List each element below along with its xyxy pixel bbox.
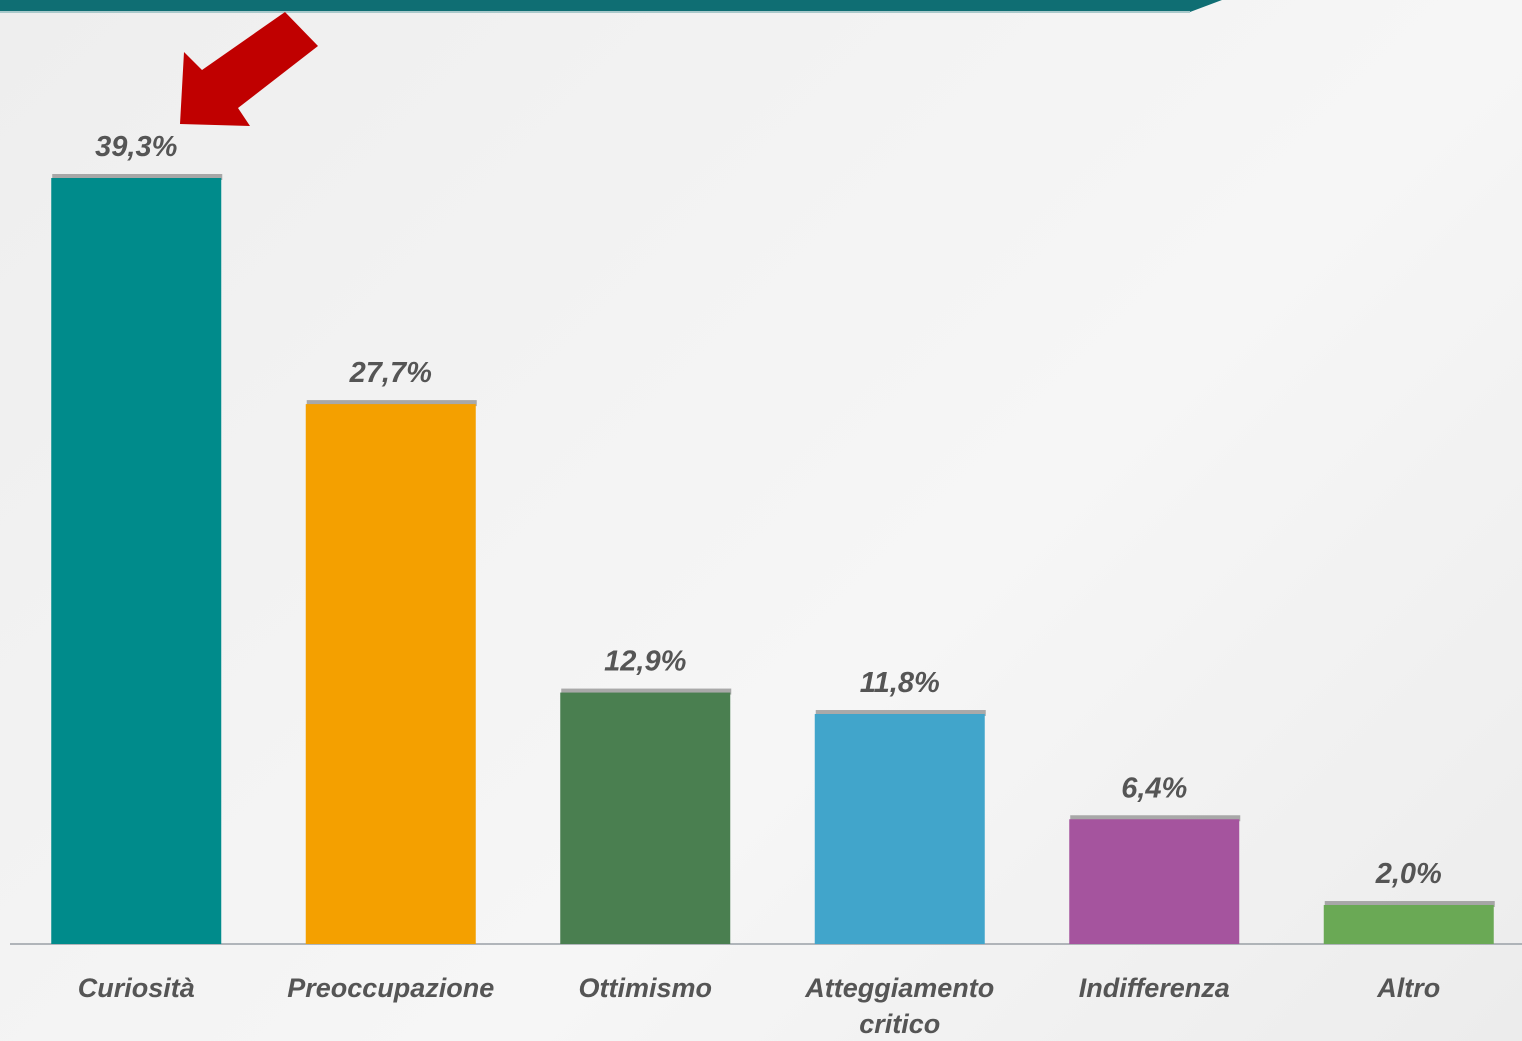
bar xyxy=(814,714,985,944)
category-label: Preoccupazione xyxy=(287,973,495,1003)
category-label: Altro xyxy=(1377,973,1441,1003)
bar-shadow xyxy=(52,174,223,180)
bar xyxy=(305,404,476,944)
header-band xyxy=(0,0,1222,12)
value-label: 2,0% xyxy=(1375,858,1442,890)
value-label: 27,7% xyxy=(349,357,432,389)
bar xyxy=(51,178,222,944)
bar-shadow xyxy=(815,710,986,717)
value-label: 11,8% xyxy=(860,667,940,699)
category-label: Atteggiamento critico xyxy=(805,973,995,1039)
bar xyxy=(560,692,731,944)
category-label: Ottimismo xyxy=(578,973,712,1003)
bar-shadow xyxy=(306,400,477,407)
bar-shadow xyxy=(1070,815,1241,822)
category-label: Curiosità xyxy=(77,973,195,1003)
bar xyxy=(1323,905,1494,944)
category-label: Indifferenza xyxy=(1078,973,1230,1003)
value-label: 39,3% xyxy=(95,131,177,163)
value-label: 12,9% xyxy=(604,646,686,678)
highlight-arrow xyxy=(180,12,318,126)
bar-shadow xyxy=(561,688,732,695)
bar xyxy=(1069,819,1240,944)
value-label: 6,4% xyxy=(1121,772,1187,804)
bar-shadow xyxy=(1324,901,1495,908)
